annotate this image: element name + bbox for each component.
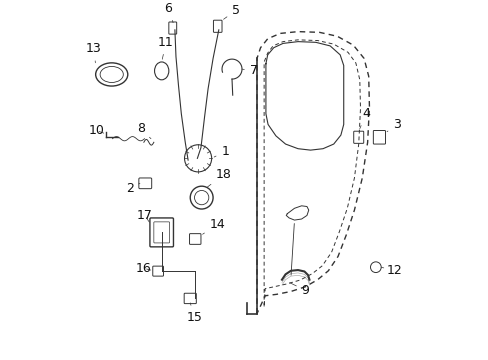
- Text: 9: 9: [289, 283, 309, 297]
- Text: 3: 3: [386, 118, 400, 132]
- Text: 13: 13: [86, 42, 102, 63]
- Text: 15: 15: [186, 303, 202, 324]
- Text: 17: 17: [137, 209, 152, 222]
- Text: 2: 2: [125, 182, 140, 195]
- Text: 18: 18: [207, 168, 231, 187]
- Text: 7: 7: [242, 64, 257, 77]
- Text: 8: 8: [137, 122, 151, 139]
- Text: 5: 5: [223, 4, 240, 19]
- Text: 12: 12: [381, 264, 402, 277]
- Text: 1: 1: [214, 145, 229, 158]
- Text: 14: 14: [202, 218, 225, 234]
- Text: 10: 10: [88, 124, 104, 137]
- Text: 4: 4: [359, 107, 369, 129]
- Text: 6: 6: [164, 2, 173, 23]
- Text: 16: 16: [136, 262, 151, 275]
- Text: 11: 11: [158, 36, 174, 59]
